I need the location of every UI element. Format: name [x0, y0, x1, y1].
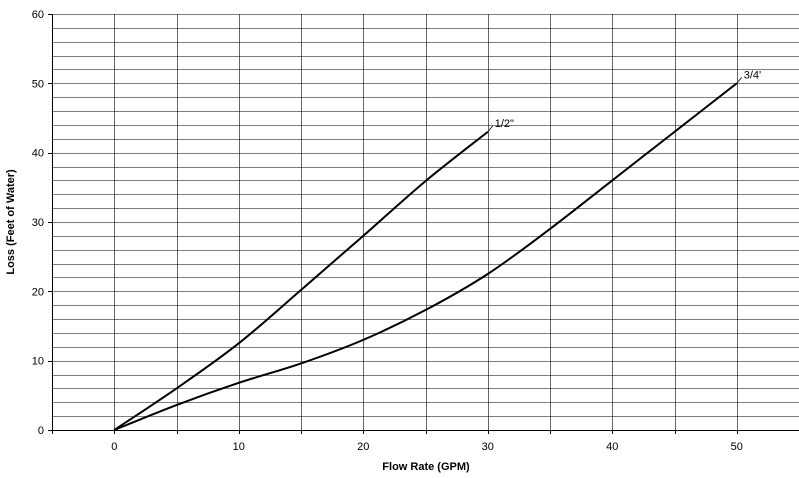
- y-tick-label: 0: [38, 425, 44, 437]
- x-tick-label: 40: [606, 441, 618, 453]
- y-tick-label: 10: [32, 356, 44, 368]
- y-tick-label: 30: [32, 217, 44, 229]
- gridlines: [52, 14, 799, 431]
- series-lines: [113, 82, 738, 431]
- axes: [48, 14, 799, 434]
- series-label-0: 1/2": [495, 118, 514, 130]
- y-tick-label: 20: [32, 286, 44, 298]
- y-tick-label: 40: [32, 148, 44, 160]
- series-labels: 1/2" 3/4': [487, 69, 761, 133]
- x-tick-label: 0: [111, 441, 117, 453]
- series-label-leader: [736, 77, 743, 84]
- series-label-leader: [487, 125, 494, 133]
- tick-labels: 0 10 20 30 40 50 60 0 10 20 30 40 50: [32, 9, 743, 453]
- series-line-1: [113, 82, 738, 431]
- y-tick-label: 60: [32, 9, 44, 21]
- x-tick-label: 50: [731, 441, 743, 453]
- x-tick-label: 30: [482, 441, 494, 453]
- y-tick-label: 50: [32, 78, 44, 90]
- x-axis-title: Flow Rate (GPM): [382, 461, 470, 473]
- x-tick-label: 10: [233, 441, 245, 453]
- series-line-0: [113, 131, 489, 431]
- series-label-1: 3/4': [744, 69, 761, 81]
- x-tick-label: 20: [357, 441, 369, 453]
- y-axis-title: Loss (Feet of Water): [5, 169, 17, 275]
